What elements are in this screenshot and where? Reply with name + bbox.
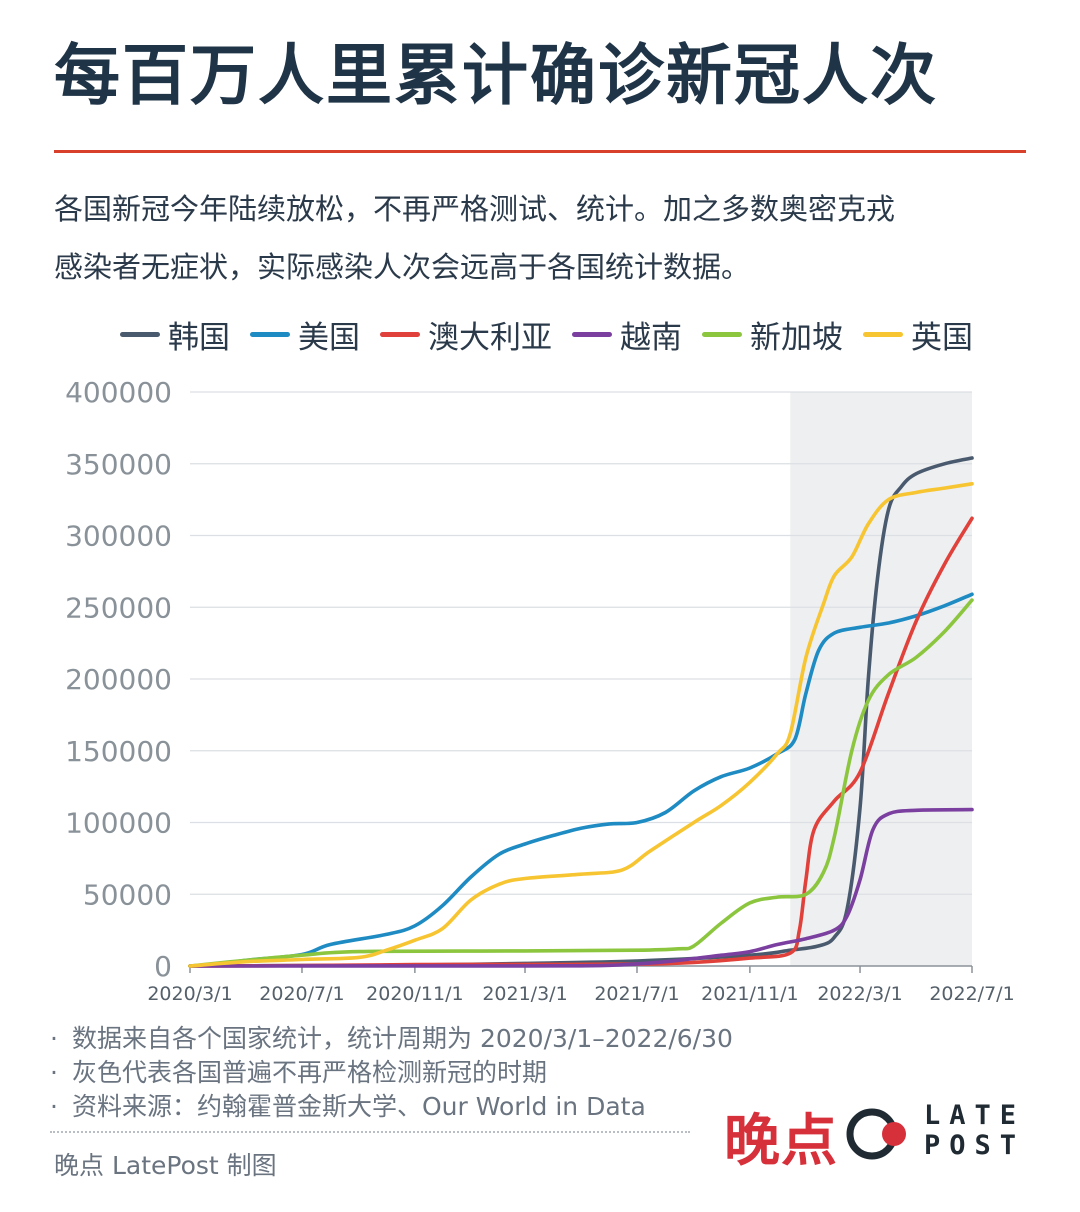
x-tick-label: 2020/3/1 <box>147 983 232 1005</box>
legend-swatch <box>250 332 290 337</box>
x-tick-label: 2021/7/1 <box>594 983 679 1005</box>
y-tick-label: 350000 <box>65 448 172 481</box>
note-text: 数据来自各个国家统计，统计周期为 2020/3/1–2022/6/30 <box>72 1024 733 1053</box>
legend-label: 英国 <box>911 320 973 356</box>
legend-swatch <box>572 332 612 337</box>
x-tick-label: 2020/7/1 <box>259 983 344 1005</box>
note-bullet: · <box>50 1058 58 1087</box>
note-item: · 资料来源：约翰霍普金斯大学、Our World in Data <box>50 1090 733 1124</box>
x-tick-label: 2021/3/1 <box>482 983 567 1005</box>
legend-label: 新加坡 <box>750 320 843 356</box>
y-tick-label: 0 <box>154 950 172 983</box>
title-divider <box>54 150 1026 153</box>
legend-swatch <box>863 332 903 337</box>
note-bullet: · <box>50 1092 58 1121</box>
legend-item: 越南 <box>572 312 682 357</box>
legend-item: 新加坡 <box>702 312 843 357</box>
intro-text: 各国新冠今年陆续放松，不再严格测试、统计。加之多数奥密克戎 感染者无症状，实际感… <box>54 180 1034 296</box>
legend-item: 英国 <box>863 312 973 357</box>
note-text: 灰色代表各国普遍不再严格检测新冠的时期 <box>72 1058 548 1087</box>
dotted-divider <box>50 1131 690 1133</box>
legend-label: 越南 <box>620 320 682 356</box>
chart-credit: 晚点 LatePost 制图 <box>54 1151 277 1180</box>
legend-label: 澳大利亚 <box>428 320 552 356</box>
line-chart: 400000 350000 300000 250000 200000 150000 1000… <box>65 376 1015 1005</box>
x-tick-label: 2021/11/1 <box>701 983 798 1005</box>
y-tick-label: 100000 <box>65 807 172 840</box>
x-tick-label: 2022/7/1 <box>929 983 1014 1005</box>
legend-swatch <box>380 332 420 337</box>
x-tick-label: 2022/3/1 <box>817 983 902 1005</box>
y-tick-label: 50000 <box>83 878 172 911</box>
legend-swatch <box>702 332 742 337</box>
intro-line-2: 感染者无症状，实际感染人次会远高于各国统计数据。 <box>54 250 751 284</box>
y-tick-label: 150000 <box>65 735 172 768</box>
brand-name-en: LATE POST <box>924 1101 1025 1161</box>
legend-label: 美国 <box>298 320 360 356</box>
legend-item: 韩国 <box>120 312 230 357</box>
y-tick-label: 300000 <box>65 520 172 553</box>
chart-legend: 韩国 美国 澳大利亚 越南 新加坡 英国 <box>120 312 993 357</box>
brand-en-line-2: POST <box>924 1130 1026 1161</box>
y-tick-label: 200000 <box>65 663 172 696</box>
legend-label: 韩国 <box>168 320 230 356</box>
note-bullet: · <box>50 1024 58 1053</box>
brand-name-cn: 晚点 <box>724 1109 838 1174</box>
intro-line-1: 各国新冠今年陆续放松，不再严格测试、统计。加之多数奥密克戎 <box>54 192 896 226</box>
page-title: 每百万人里累计确诊新冠人次 <box>54 37 938 114</box>
note-text: 资料来源：约翰霍普金斯大学、Our World in Data <box>72 1092 646 1121</box>
x-tick-label: 2020/11/1 <box>366 983 463 1005</box>
y-tick-label: 400000 <box>65 376 172 409</box>
note-item: · 灰色代表各国普遍不再严格检测新冠的时期 <box>50 1056 733 1090</box>
series-line <box>188 482 974 968</box>
y-tick-label: 250000 <box>65 591 172 624</box>
legend-swatch <box>120 332 160 337</box>
series-line <box>188 807 974 968</box>
latepost-circle-logo-icon <box>846 1108 906 1160</box>
note-item: · 数据来自各个国家统计，统计周期为 2020/3/1–2022/6/30 <box>50 1022 733 1056</box>
legend-item: 美国 <box>250 312 360 357</box>
legend-item: 澳大利亚 <box>380 312 552 357</box>
chart-notes: · 数据来自各个国家统计，统计周期为 2020/3/1–2022/6/30 · 灰色代… <box>50 1022 733 1124</box>
series-line <box>188 592 974 968</box>
brand-en-line-1: LATE <box>924 1100 1026 1131</box>
